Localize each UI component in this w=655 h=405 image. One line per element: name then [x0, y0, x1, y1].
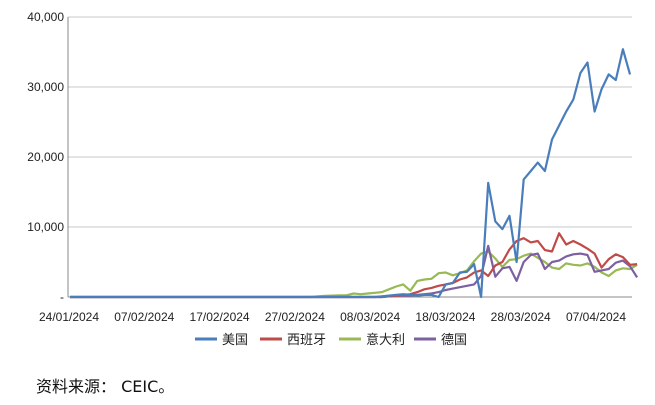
x-tick-label: 28/03/2024: [491, 310, 551, 324]
y-tick-label: 20,000: [27, 150, 64, 164]
x-tick-label: 18/03/2024: [415, 310, 475, 324]
y-tick-label: 10,000: [27, 220, 64, 234]
series-line: [70, 232, 638, 299]
y-tick-label: 40,000: [27, 10, 64, 24]
gridlines: [68, 16, 632, 228]
x-tick-label: 17/02/2024: [190, 310, 250, 324]
x-tick-label: 07/04/2024: [566, 310, 626, 324]
y-tick-label: -: [60, 290, 64, 304]
y-tick-label: 30,000: [27, 80, 64, 94]
series-line: [70, 244, 639, 299]
x-tick-label: 07/02/2024: [114, 310, 174, 324]
legend-label: 美国: [222, 333, 248, 348]
series-lines: [70, 48, 639, 299]
source-note: 资料来源： CEIC。: [36, 377, 175, 396]
y-axis-ticks: - 10,000 20,000 30,000 40,000: [27, 10, 64, 304]
series-line: [70, 48, 632, 299]
series-line: [70, 250, 638, 299]
legend: 美国 西班牙 意大利 德国: [195, 332, 467, 348]
x-axis-ticks: 24/01/2024 07/02/2024 17/02/2024 27/02/2024…: [39, 310, 626, 324]
legend-label: 德国: [441, 333, 467, 348]
legend-label: 西班牙: [287, 333, 326, 348]
x-tick-label: 24/01/2024: [39, 310, 99, 324]
x-tick-label: 27/02/2024: [265, 310, 325, 324]
legend-label: 意大利: [366, 332, 405, 348]
x-tick-label: 08/03/2024: [340, 310, 400, 324]
